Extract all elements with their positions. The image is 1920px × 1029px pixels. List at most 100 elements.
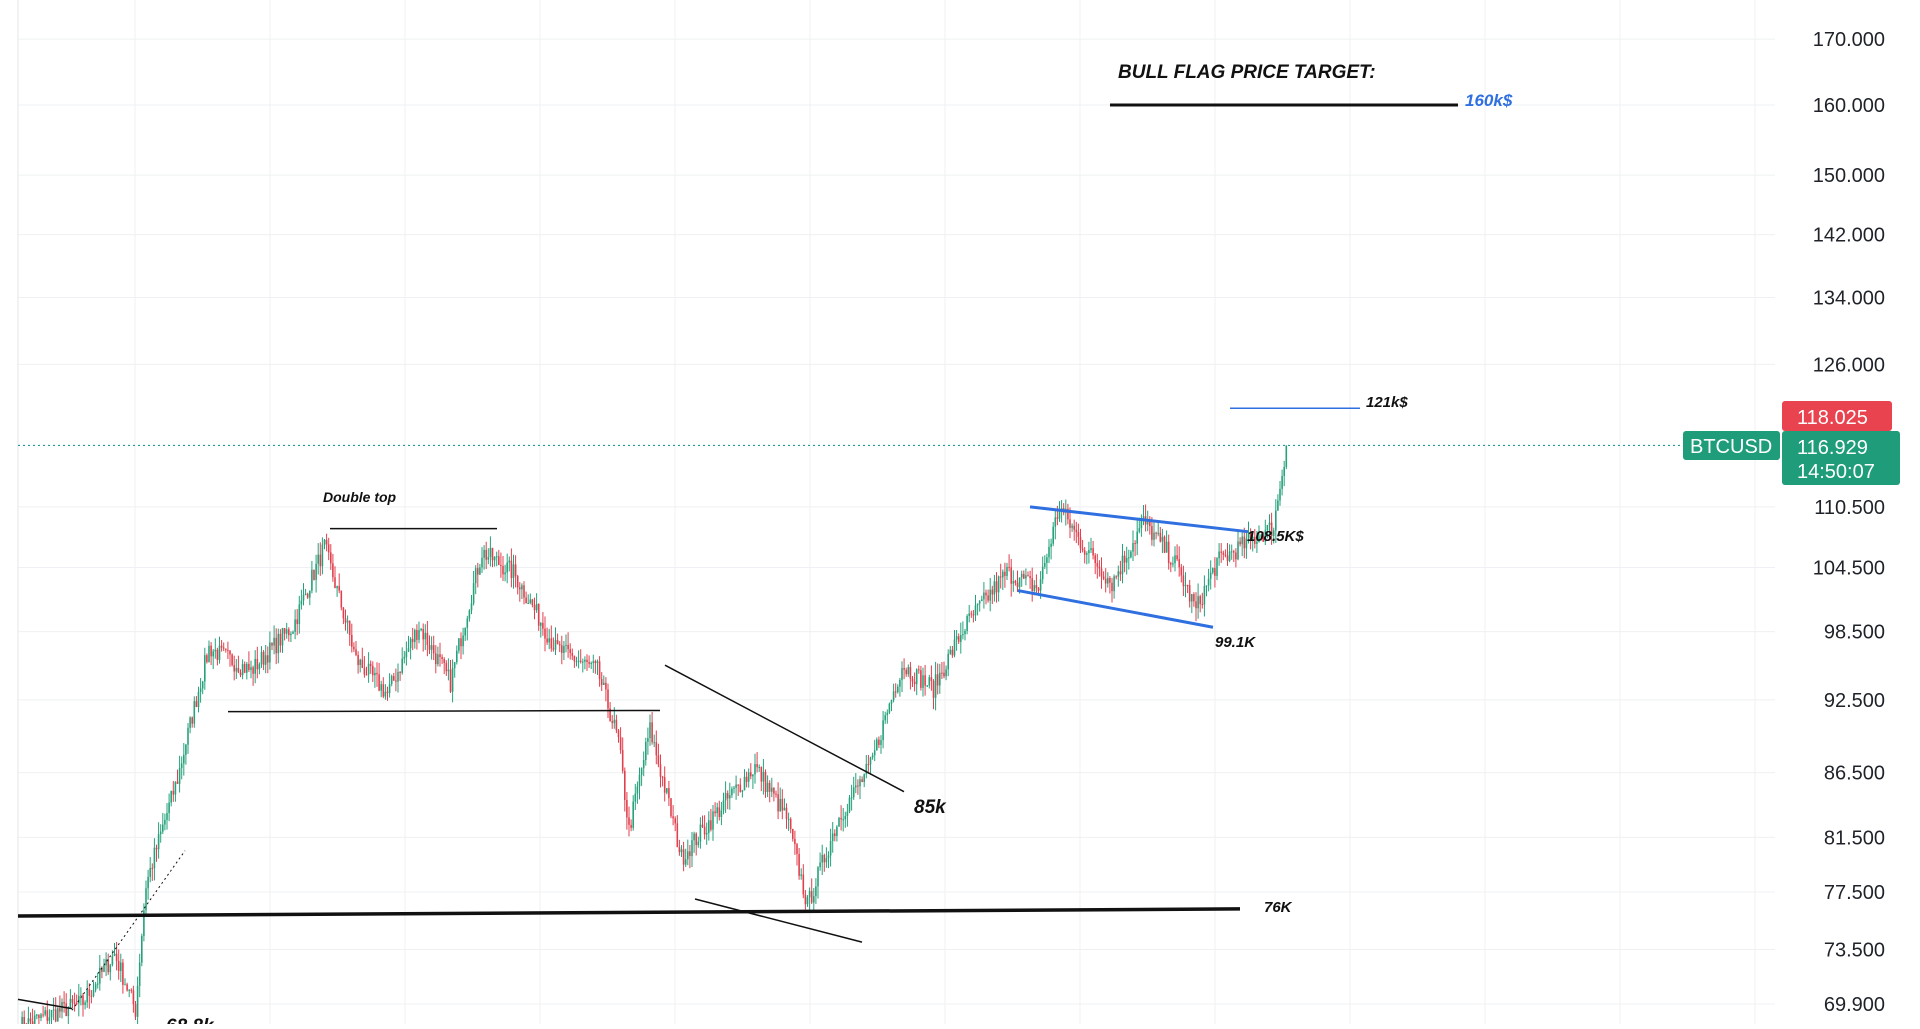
candle-body	[542, 622, 544, 629]
candle-body	[271, 642, 273, 646]
candle-body	[915, 669, 918, 685]
candle-body	[588, 662, 590, 664]
candle-body	[1121, 555, 1124, 575]
candle-body	[699, 824, 702, 842]
candle-body	[122, 962, 124, 985]
candle-body	[663, 777, 666, 793]
candle-body	[848, 797, 851, 812]
candle-body	[691, 840, 693, 857]
candle-body	[422, 628, 424, 640]
candle-body	[1237, 541, 1239, 560]
neckline[interactable]	[227, 709, 661, 713]
candle-body	[844, 816, 847, 820]
candle-body	[69, 998, 72, 1008]
candle-body	[1157, 532, 1159, 534]
candle-body	[600, 679, 603, 685]
candle-body	[1155, 532, 1157, 534]
flag-lower-trendline[interactable]	[1017, 589, 1214, 629]
candle-body	[44, 1010, 46, 1015]
candle-body	[972, 614, 975, 616]
flag-upper-trendline[interactable]	[1029, 505, 1249, 534]
support-76k-line[interactable]	[17, 907, 1241, 918]
candle-body	[523, 585, 525, 598]
candle-body	[1094, 555, 1096, 564]
candle-body	[52, 1009, 55, 1011]
candle-body	[586, 659, 588, 663]
candle-body	[666, 788, 668, 793]
candle-body	[1025, 575, 1027, 579]
candle-body	[911, 678, 914, 682]
candle-body	[989, 589, 991, 601]
candle-body	[624, 770, 626, 800]
candle-body	[88, 989, 91, 996]
candle-body	[313, 569, 315, 580]
candle-body	[197, 691, 200, 707]
candle-body	[327, 544, 330, 553]
candle-body	[504, 572, 506, 575]
candle-body	[876, 739, 878, 751]
candle-body	[804, 894, 807, 905]
wedge-upper-line[interactable]	[664, 664, 905, 793]
candle-body	[760, 767, 763, 782]
candle-body	[1027, 575, 1029, 577]
drawings[interactable]	[17, 103, 1683, 1011]
candle-body	[525, 597, 527, 604]
candle-body	[827, 855, 830, 858]
candle-body	[1054, 517, 1057, 527]
candle-body	[451, 668, 454, 692]
candle-body	[1033, 585, 1036, 591]
candle-body	[204, 655, 206, 682]
candle-body	[783, 807, 786, 811]
candle-body	[470, 603, 473, 611]
candle-body	[825, 857, 828, 863]
candle-body	[531, 599, 534, 605]
candle-body	[407, 648, 410, 652]
candle-body	[59, 1008, 61, 1012]
candle-body	[871, 755, 874, 758]
y-tick-label: 150.000	[1813, 165, 1885, 187]
candle-body	[54, 1009, 57, 1022]
candle-body	[829, 841, 832, 856]
candle-body	[964, 630, 966, 635]
symbol-label[interactable]: BTCUSD	[1690, 436, 1772, 458]
candle-body	[813, 896, 815, 903]
candle-body	[153, 847, 156, 869]
candle-body	[1212, 568, 1214, 573]
y-tick-label: 92.500	[1824, 690, 1885, 712]
symbol-badge[interactable]	[1683, 431, 1780, 460]
level-68-8k-label: 68.8k	[166, 1016, 215, 1024]
candle-body	[605, 682, 607, 690]
candle-body	[884, 715, 886, 721]
candle-body	[164, 819, 166, 825]
candle-body	[237, 667, 240, 673]
candle-body	[810, 891, 813, 903]
candle-body	[439, 654, 441, 658]
candle-body	[546, 638, 548, 643]
left-trend-line[interactable]	[17, 998, 73, 1010]
candle-body	[65, 1003, 67, 1017]
candle-body	[183, 754, 185, 764]
candle-body	[603, 682, 605, 685]
candle-body	[82, 995, 84, 1005]
candle-body	[1044, 562, 1046, 567]
candle-body	[225, 648, 227, 650]
candle-body	[794, 838, 796, 845]
candle-body	[250, 667, 252, 670]
candle-body	[143, 910, 145, 937]
candle-body	[353, 646, 355, 650]
candle-body	[424, 632, 427, 640]
price-axis[interactable]: 170.000 160.000 150.000 142.000 134.000 126.0…	[1813, 29, 1885, 1016]
candle-body	[995, 581, 998, 593]
candle-body	[529, 599, 532, 603]
candle-body	[50, 1010, 53, 1018]
candle-body	[1077, 532, 1080, 537]
candle-body	[1046, 557, 1048, 563]
wedge-lower-line[interactable]	[694, 898, 863, 943]
candle-body	[367, 663, 370, 675]
y-tick-label: 81.500	[1824, 827, 1885, 849]
candle-body	[537, 604, 540, 626]
price-badges: 118.025 116.929 14:50:07 BTCUSD	[1683, 401, 1900, 485]
candle-body	[626, 799, 628, 818]
